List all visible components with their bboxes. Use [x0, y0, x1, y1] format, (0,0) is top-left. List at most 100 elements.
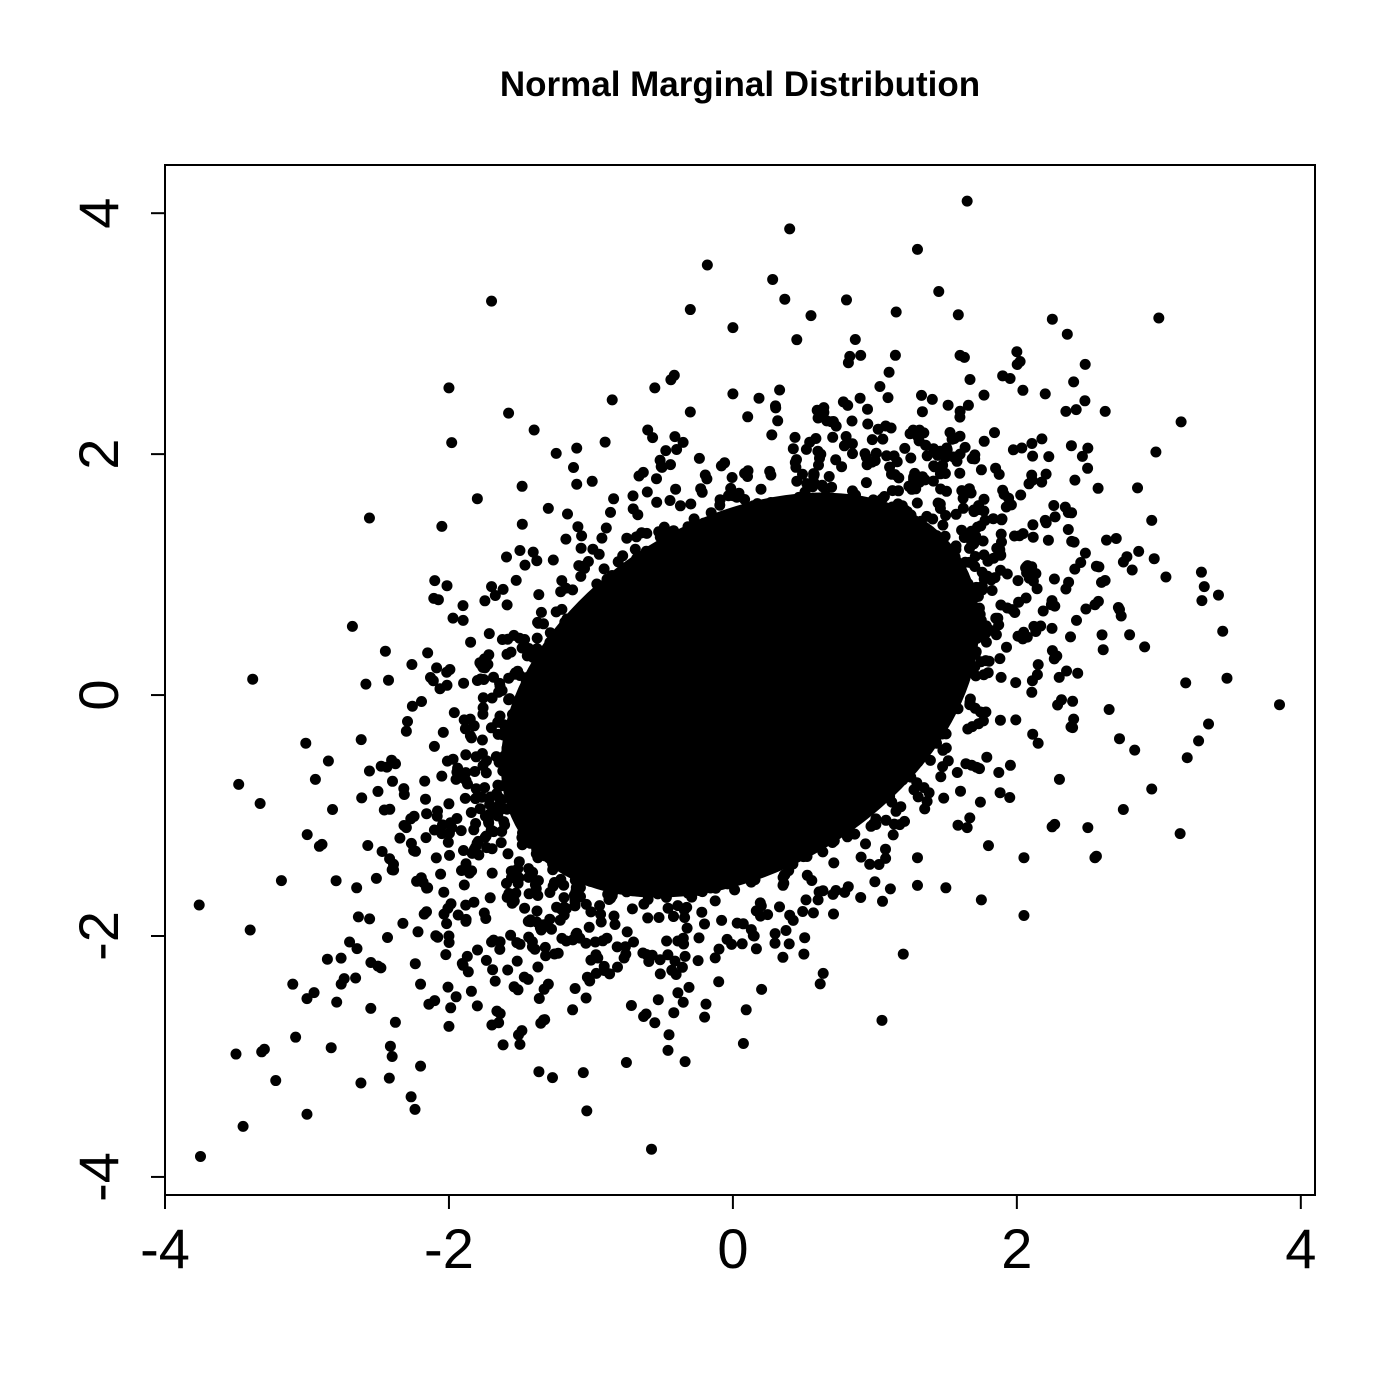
cloud-point: [953, 594, 965, 605]
cloud-point: [618, 606, 630, 618]
cloud-point: [711, 642, 723, 654]
y-tick-label: 0: [67, 679, 130, 710]
cloud-point: [420, 793, 431, 805]
cloud-point: [670, 483, 682, 495]
cloud-point: [598, 687, 610, 699]
cloud-point: [1007, 444, 1019, 456]
cloud-point: [761, 686, 773, 698]
cloud-point: [626, 903, 638, 915]
data-point: [1096, 629, 1108, 641]
cloud-point: [766, 429, 778, 441]
cloud-point: [623, 877, 635, 889]
cloud-point: [937, 550, 949, 562]
cloud-point: [992, 612, 1004, 624]
cloud-point: [922, 693, 934, 705]
cloud-point: [778, 786, 790, 798]
data-point: [784, 223, 796, 235]
cloud-point: [921, 450, 933, 462]
cloud-point: [774, 384, 786, 396]
cloud-point: [1067, 695, 1079, 707]
cloud-point: [969, 449, 981, 461]
cloud-point: [956, 524, 968, 536]
cloud-point: [465, 636, 477, 648]
cloud-point: [480, 954, 492, 966]
cloud-point: [751, 801, 763, 813]
cloud-point: [877, 433, 889, 445]
cloud-point: [800, 738, 812, 750]
cloud-point: [594, 900, 606, 912]
cloud-point: [1072, 667, 1084, 679]
data-point: [1195, 566, 1207, 578]
cloud-point: [807, 907, 819, 919]
cloud-point: [743, 760, 755, 771]
cloud-point: [926, 393, 938, 405]
cloud-point: [822, 719, 834, 731]
cloud-point: [578, 675, 590, 687]
cloud-point: [989, 427, 1000, 439]
cloud-point: [436, 770, 448, 782]
cloud-point: [850, 815, 862, 827]
cloud-point: [485, 722, 497, 734]
cloud-point: [981, 751, 993, 763]
cloud-point: [863, 499, 875, 511]
cloud-point: [719, 536, 731, 548]
data-point: [415, 1060, 427, 1072]
data-point: [486, 936, 498, 948]
cloud-point: [1013, 596, 1025, 608]
cloud-point: [652, 819, 664, 831]
data-point: [933, 285, 945, 297]
data-point: [237, 1120, 249, 1132]
cloud-point: [728, 545, 740, 557]
cloud-point: [773, 707, 785, 718]
cloud-point: [871, 601, 883, 613]
cloud-point: [860, 477, 872, 489]
cloud-point: [809, 539, 821, 551]
data-point: [1082, 822, 1094, 834]
cloud-point: [679, 853, 691, 865]
cloud-point: [598, 712, 610, 724]
cloud-point: [732, 522, 744, 534]
cloud-point: [653, 614, 665, 626]
cloud-point: [1036, 433, 1048, 445]
cloud-point: [437, 726, 449, 738]
cloud-point: [722, 708, 734, 720]
cloud-point: [630, 833, 642, 845]
data-point: [1082, 442, 1094, 454]
data-point: [649, 382, 661, 394]
cloud-point: [681, 814, 693, 826]
cloud-point: [649, 557, 661, 568]
data-point: [1032, 737, 1044, 749]
cloud-point: [703, 682, 715, 694]
cloud-point: [444, 664, 456, 675]
cloud-point: [978, 669, 990, 681]
cloud-point: [1026, 675, 1038, 687]
cloud-point: [587, 543, 599, 555]
cloud-point: [490, 751, 502, 763]
cloud-point: [1010, 677, 1022, 689]
cloud-point: [442, 981, 454, 993]
dense-point-cloud: [193, 293, 1208, 1155]
data-point: [386, 1050, 398, 1062]
cloud-point: [447, 753, 459, 765]
cloud-point: [610, 652, 622, 664]
cloud-point: [550, 447, 562, 459]
cloud-point: [709, 813, 721, 825]
cloud-point: [516, 1025, 528, 1037]
data-point: [911, 852, 923, 864]
cloud-point: [677, 436, 689, 448]
cloud-point: [781, 518, 793, 530]
cloud-point: [744, 732, 756, 744]
data-point: [1018, 852, 1030, 864]
cloud-point: [501, 599, 513, 611]
cloud-point: [633, 470, 645, 482]
cloud-point: [698, 711, 710, 723]
cloud-point: [722, 878, 734, 890]
cloud-point: [477, 708, 489, 720]
cloud-point: [818, 402, 830, 414]
data-point: [1004, 791, 1016, 803]
cloud-point: [580, 621, 592, 633]
cloud-point: [688, 638, 700, 650]
cloud-point: [1027, 575, 1039, 587]
cloud-point: [582, 754, 594, 766]
cloud-point: [193, 899, 205, 911]
